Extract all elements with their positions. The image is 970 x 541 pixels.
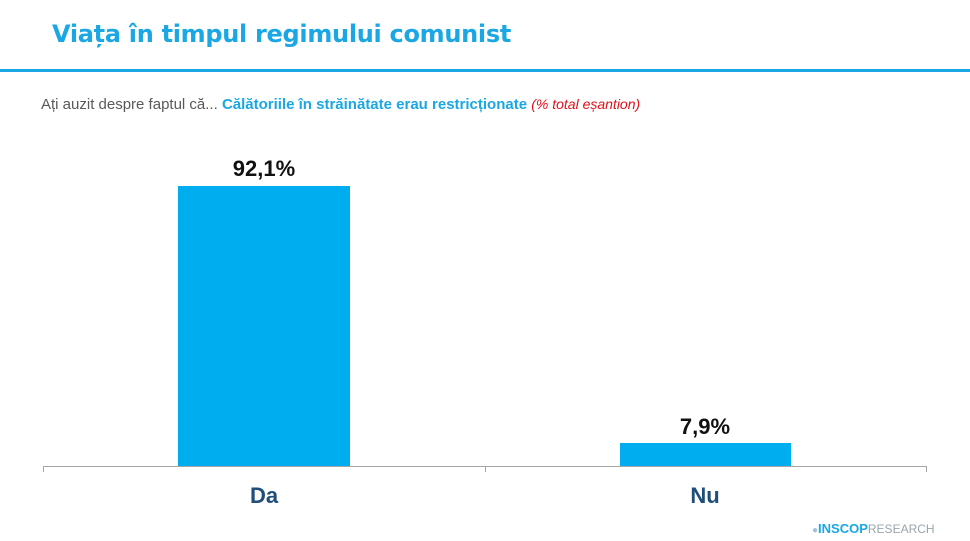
value-label-nu: 7,9%: [679, 414, 731, 439]
bar-da: [178, 186, 350, 466]
axis-tick: [485, 466, 486, 472]
question-text: Ați auzit despre faptul că... Călătoriil…: [41, 96, 640, 113]
sample-note: (% total eșantion): [531, 96, 641, 112]
category-label-da: Da: [249, 483, 279, 508]
value-label-da: 92,1%: [232, 156, 296, 181]
title-divider: [0, 69, 970, 72]
question-highlight: Călătoriile în străinătate erau restricț…: [221, 96, 528, 113]
category-label-nu: Nu: [690, 483, 720, 508]
axis-tick: [926, 466, 927, 472]
axis-tick: [43, 466, 44, 472]
question-prefix: Ați auzit despre faptul că...: [41, 96, 218, 113]
page-title: Viața în timpul regimului comunist: [52, 20, 512, 48]
bar-nu: [620, 443, 791, 466]
inscop-logo: ●INSCOPRESEARCH: [812, 521, 935, 536]
logo-mark-icon: ●: [812, 525, 819, 536]
